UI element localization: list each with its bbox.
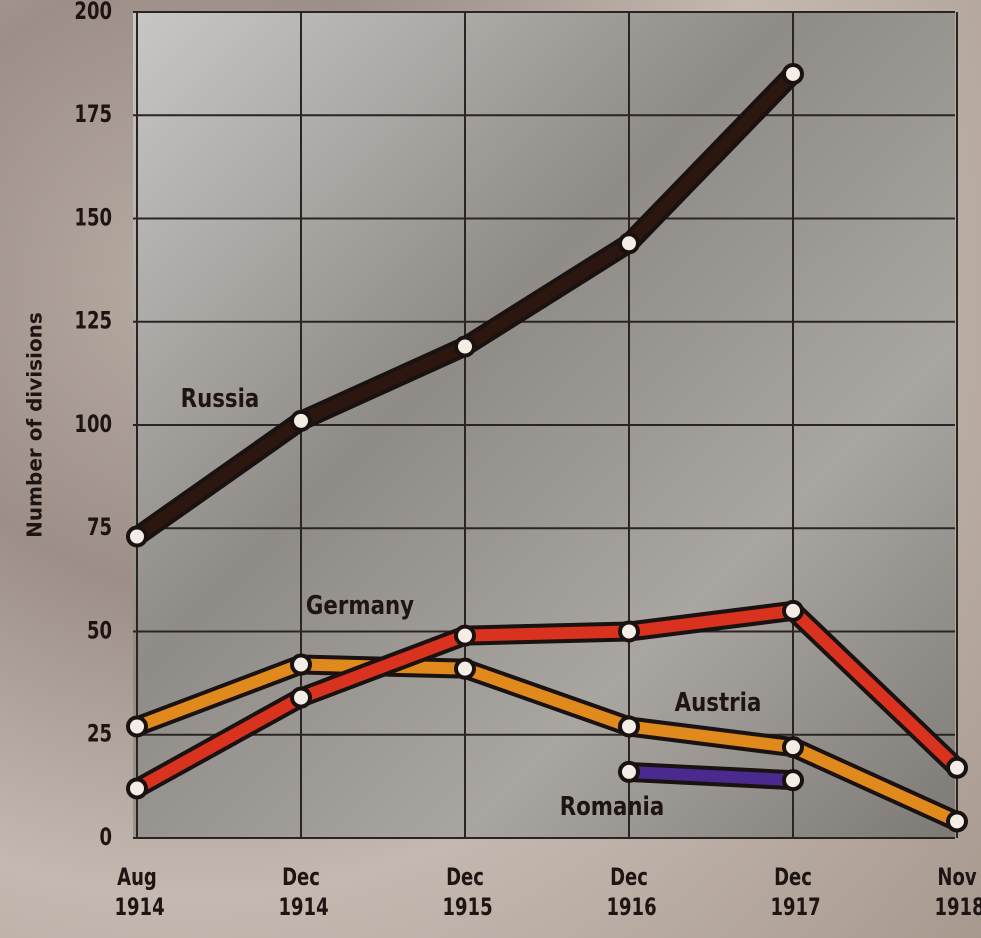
x-tick-label: Nov 1918 — [934, 863, 981, 921]
y-tick-label: 25 — [87, 720, 112, 748]
series-line — [131, 658, 963, 828]
y-tick-label: 75 — [87, 514, 112, 542]
y-tick-label: 0 — [99, 823, 112, 851]
point — [782, 736, 804, 759]
series-label: Russia — [181, 383, 260, 414]
point — [454, 657, 476, 680]
point — [782, 769, 804, 792]
y-tick-label: 100 — [74, 410, 112, 438]
series-label: Romania — [560, 791, 664, 822]
point — [946, 756, 968, 779]
point — [618, 715, 640, 738]
point — [290, 409, 312, 432]
point — [126, 777, 148, 800]
point — [454, 624, 476, 647]
point — [618, 760, 640, 783]
point — [290, 653, 312, 676]
x-tick-label: Dec 1917 — [770, 863, 821, 921]
point — [946, 810, 968, 833]
point — [782, 62, 804, 85]
y-tick-label: 150 — [74, 204, 112, 232]
y-tick-label: 125 — [74, 307, 112, 335]
y-tick-label: 200 — [74, 0, 112, 26]
point — [126, 525, 148, 548]
point — [454, 335, 476, 358]
point — [290, 686, 312, 709]
y-tick-label: 50 — [87, 617, 112, 645]
point — [782, 599, 804, 622]
y-tick-label: 175 — [74, 101, 112, 129]
x-tick-label: Aug 1914 — [114, 863, 165, 921]
x-tick-label: Dec 1915 — [442, 863, 493, 921]
series-line — [131, 604, 963, 795]
series-line — [623, 765, 799, 787]
point — [618, 232, 640, 255]
series-label: Germany — [306, 590, 415, 621]
point — [618, 620, 640, 643]
series-label: Austria — [675, 687, 762, 718]
x-tick-label: Dec 1916 — [606, 863, 657, 921]
point — [126, 715, 148, 738]
x-tick-label: Dec 1914 — [278, 863, 329, 921]
y-axis-label: Number of divisions — [23, 312, 47, 538]
